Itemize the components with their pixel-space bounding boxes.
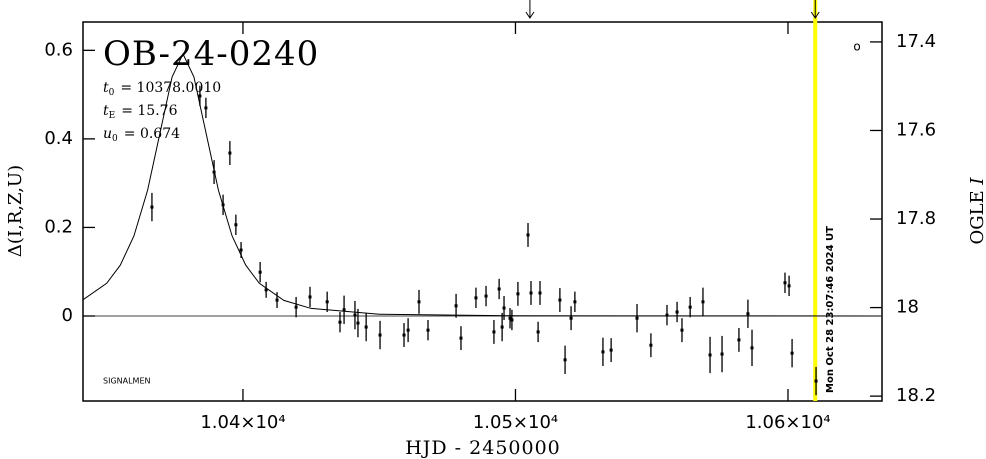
x-tick-label: 1.04×10⁴ [200,412,285,433]
data-point [783,281,787,285]
y2-axis-label-text: OGLE [967,190,986,244]
data-point [508,316,512,320]
x-tick-label: 1.06×10⁴ [745,412,830,433]
y-tick-label: 0.2 [44,216,73,237]
data-point [502,306,506,310]
data-point [484,294,488,298]
data-point [378,333,382,337]
data-point [746,312,750,316]
parameter: u0 = 0.674 [103,126,180,144]
data-point [342,308,346,312]
parameter-value: = 0.674 [124,126,180,142]
data-point [720,352,724,356]
arrow [525,0,535,19]
data-point [454,304,458,308]
data-point [228,151,232,155]
data-point [426,328,430,332]
data-point [680,328,684,332]
data-point [675,310,679,314]
data-point [294,305,298,309]
arrow [810,0,820,19]
parameter-subscript: 0 [112,134,118,144]
data-point [239,248,243,252]
parameter: t0 = 10378.0010 [103,80,221,98]
data-point [474,296,478,300]
data-point [516,292,520,296]
data-point [308,295,312,299]
data-point [790,351,794,355]
data-point [750,346,754,350]
data-point [364,325,368,329]
data-point [563,358,567,362]
data-point [536,330,540,334]
data-point [264,288,268,292]
y-axis-label: Δ(I,R,Z,U) [5,165,26,257]
data-point [510,318,514,322]
data-point [234,223,238,227]
chart-title: OB-24-0240 [103,34,319,74]
credit: SIGNALMEN [103,377,151,386]
y2-tick-label: 17.8 [896,208,936,229]
corner-symbol: o [853,40,860,54]
data-point [492,330,496,334]
data-point [221,203,225,207]
y-tick-label: 0 [62,305,73,326]
plot-area [83,52,881,396]
data-point [529,291,533,295]
y2-tick-label: 17.6 [896,119,936,140]
y2-axis-label: OGLE I [967,177,986,245]
data-point [708,353,712,357]
y-tick-label: 0.6 [44,39,73,60]
data-point [569,316,573,320]
data-point [417,300,421,304]
y2-tick-label: 18.2 [896,385,936,406]
y2-tick-label: 18 [896,297,919,318]
data-point [701,300,705,304]
data-point [204,106,208,110]
data-point [406,328,410,332]
plot-frame [82,21,883,402]
data-point [649,343,653,347]
data-point [459,336,463,340]
data-point [212,170,216,174]
data-point [198,94,202,98]
data-point [573,300,577,304]
parameter-symbol: t [103,80,109,96]
data-point [814,379,818,383]
data-point [275,298,279,302]
data-point [338,320,342,324]
data-point [497,287,501,291]
data-point [688,305,692,309]
data-point [737,338,741,342]
data-point [500,325,504,329]
parameter-value: = 10378.0010 [120,80,221,96]
y2-axis-label-var: I [967,177,986,186]
data-point [635,316,639,320]
parameter-subscript: 0 [109,88,115,98]
data-point [665,313,669,317]
parameter-subscript: E [109,111,116,121]
data-point [150,205,154,209]
data-point [601,350,605,354]
data-point [258,270,262,274]
y2-tick-label: 17.4 [896,31,936,52]
now-label: Mon Oct 28 23:07:46 2024 UT [825,226,836,393]
x-tick-label: 1.05×10⁴ [473,412,558,433]
data-point [353,313,357,317]
data-point [787,284,791,288]
data-point [609,348,613,352]
data-point [526,233,530,237]
parameter-symbol: t [103,103,109,119]
data-point [356,321,360,325]
parameter-symbol: u [103,126,112,142]
model-curve [83,52,881,317]
data-point [538,291,542,295]
data-point [325,300,329,304]
data-point [558,298,562,302]
y-tick-label: 0.4 [44,128,73,149]
parameter-value: = 15.76 [121,103,177,119]
data-point [402,333,406,337]
x-axis-label: HJD - 2450000 [405,437,561,459]
